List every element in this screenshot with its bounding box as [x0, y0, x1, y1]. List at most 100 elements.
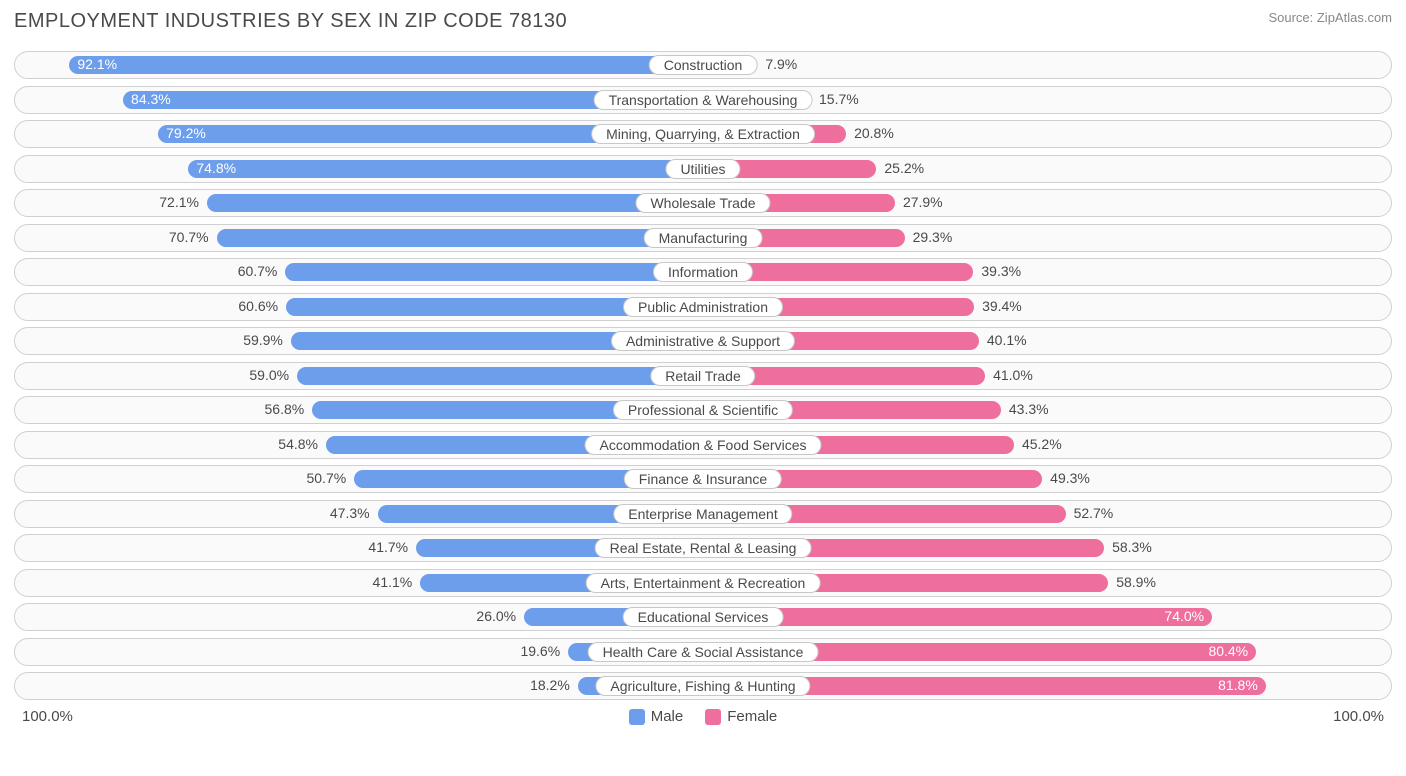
male-value-label: 59.9%	[243, 332, 291, 348]
male-half: 59.9%	[15, 328, 703, 354]
legend: Male Female	[73, 708, 1333, 725]
category-label: Educational Services	[623, 607, 784, 627]
chart-row: 50.7% 49.3% Finance & Insurance	[14, 465, 1392, 493]
category-label: Retail Trade	[650, 366, 755, 386]
male-value-label: 92.1%	[77, 56, 117, 72]
female-value-label: 52.7%	[1066, 505, 1114, 521]
female-half: 39.3%	[703, 259, 1391, 285]
diverging-bar-chart: 92.1%7.9%Construction84.3%15.7%Transport…	[14, 51, 1392, 700]
female-value-label: 27.9%	[895, 194, 943, 210]
category-label: Construction	[649, 55, 758, 75]
chart-row: 41.7% 58.3% Real Estate, Rental & Leasing	[14, 534, 1392, 562]
chart-row: 41.1% 58.9% Arts, Entertainment & Recreati…	[14, 569, 1392, 597]
female-swatch-icon	[705, 709, 721, 725]
female-half: 52.7%	[703, 501, 1391, 527]
male-half: 74.8%	[15, 156, 703, 182]
female-value-label: 49.3%	[1042, 470, 1090, 486]
female-half: 39.4%	[703, 294, 1391, 320]
male-value-label: 41.7%	[368, 539, 416, 555]
category-label: Public Administration	[623, 297, 783, 317]
male-half: 70.7%	[15, 225, 703, 251]
male-bar: 74.8%	[188, 160, 703, 178]
female-half: 41.0%	[703, 363, 1391, 389]
category-label: Administrative & Support	[611, 331, 795, 351]
male-value-label: 18.2%	[530, 677, 578, 693]
male-half: 47.3%	[15, 501, 703, 527]
male-value-label: 26.0%	[476, 608, 524, 624]
male-swatch-icon	[629, 709, 645, 725]
category-label: Finance & Insurance	[624, 469, 782, 489]
male-value-label: 50.7%	[306, 470, 354, 486]
chart-title: EMPLOYMENT INDUSTRIES BY SEX IN ZIP CODE…	[14, 10, 567, 33]
male-value-label: 54.8%	[278, 436, 326, 452]
chart-row: 18.2%81.8%Agriculture, Fishing & Hunting	[14, 672, 1392, 700]
female-half: 29.3%	[703, 225, 1391, 251]
chart-row: 47.3% 52.7% Enterprise Management	[14, 500, 1392, 528]
chart-row: 70.7% 29.3% Manufacturing	[14, 224, 1392, 252]
male-value-label: 60.7%	[238, 263, 286, 279]
female-value-label: 74.0%	[1164, 608, 1204, 624]
female-value-label: 20.8%	[846, 125, 894, 141]
female-value-label: 58.3%	[1104, 539, 1152, 555]
male-half: 72.1%	[15, 190, 703, 216]
female-half: 49.3%	[703, 466, 1391, 492]
female-half: 25.2%	[703, 156, 1391, 182]
female-value-label: 29.3%	[905, 229, 953, 245]
category-label: Mining, Quarrying, & Extraction	[591, 124, 815, 144]
chart-row: 19.6%80.4%Health Care & Social Assistanc…	[14, 638, 1392, 666]
chart-row: 79.2% 20.8% Mining, Quarrying, & Extractio…	[14, 120, 1392, 148]
chart-row: 59.0% 41.0% Retail Trade	[14, 362, 1392, 390]
chart-row: 26.0% 74.0% Educational Services	[14, 603, 1392, 631]
chart-row: 56.8%43.3%Professional & Scientific	[14, 396, 1392, 424]
category-label: Accommodation & Food Services	[585, 435, 822, 455]
male-value-label: 70.7%	[169, 229, 217, 245]
female-value-label: 39.3%	[973, 263, 1021, 279]
chart-source: Source: ZipAtlas.com	[1268, 10, 1392, 25]
female-value-label: 39.4%	[974, 298, 1022, 314]
legend-item-female: Female	[705, 708, 777, 725]
male-value-label: 79.2%	[166, 125, 206, 141]
male-value-label: 74.8%	[196, 160, 236, 176]
female-half: 74.0%	[703, 604, 1391, 630]
chart-footer: 100.0% Male Female 100.0%	[14, 708, 1392, 725]
female-value-label: 41.0%	[985, 367, 1033, 383]
male-half: 50.7%	[15, 466, 703, 492]
male-half: 60.7%	[15, 259, 703, 285]
chart-row: 60.6% 39.4% Public Administration	[14, 293, 1392, 321]
category-label: Transportation & Warehousing	[594, 90, 813, 110]
chart-row: 60.7%39.3%Information	[14, 258, 1392, 286]
male-bar: 72.1%	[207, 194, 703, 212]
category-label: Enterprise Management	[613, 504, 792, 524]
legend-item-male: Male	[629, 708, 684, 725]
chart-row: 54.8% 45.2% Accommodation & Food Services	[14, 431, 1392, 459]
male-value-label: 59.0%	[249, 367, 297, 383]
female-value-label: 43.3%	[1001, 401, 1049, 417]
female-value-label: 58.9%	[1108, 574, 1156, 590]
chart-header: EMPLOYMENT INDUSTRIES BY SEX IN ZIP CODE…	[14, 10, 1392, 33]
male-half: 56.8%	[15, 397, 703, 423]
female-half: 27.9%	[703, 190, 1391, 216]
male-value-label: 72.1%	[159, 194, 207, 210]
legend-male-label: Male	[651, 708, 684, 725]
male-half: 26.0%	[15, 604, 703, 630]
category-label: Health Care & Social Assistance	[588, 642, 819, 662]
category-label: Arts, Entertainment & Recreation	[586, 573, 821, 593]
female-half: 7.9%	[703, 52, 1391, 78]
axis-left-label: 100.0%	[14, 708, 73, 725]
category-label: Wholesale Trade	[635, 193, 770, 213]
category-label: Manufacturing	[644, 228, 763, 248]
female-value-label: 25.2%	[876, 160, 924, 176]
female-value-label: 45.2%	[1014, 436, 1062, 452]
male-value-label: 19.6%	[520, 643, 568, 659]
male-value-label: 41.1%	[373, 574, 421, 590]
female-value-label: 81.8%	[1218, 677, 1258, 693]
category-label: Real Estate, Rental & Leasing	[595, 538, 812, 558]
chart-row: 92.1% 7.9%Construction	[14, 51, 1392, 79]
male-half: 59.0%	[15, 363, 703, 389]
female-half: 43.3%	[703, 397, 1391, 423]
chart-row: 74.8%25.2%Utilities	[14, 155, 1392, 183]
axis-right-label: 100.0%	[1333, 708, 1392, 725]
chart-row: 59.9%40.1%Administrative & Support	[14, 327, 1392, 355]
male-value-label: 47.3%	[330, 505, 378, 521]
male-half: 60.6%	[15, 294, 703, 320]
